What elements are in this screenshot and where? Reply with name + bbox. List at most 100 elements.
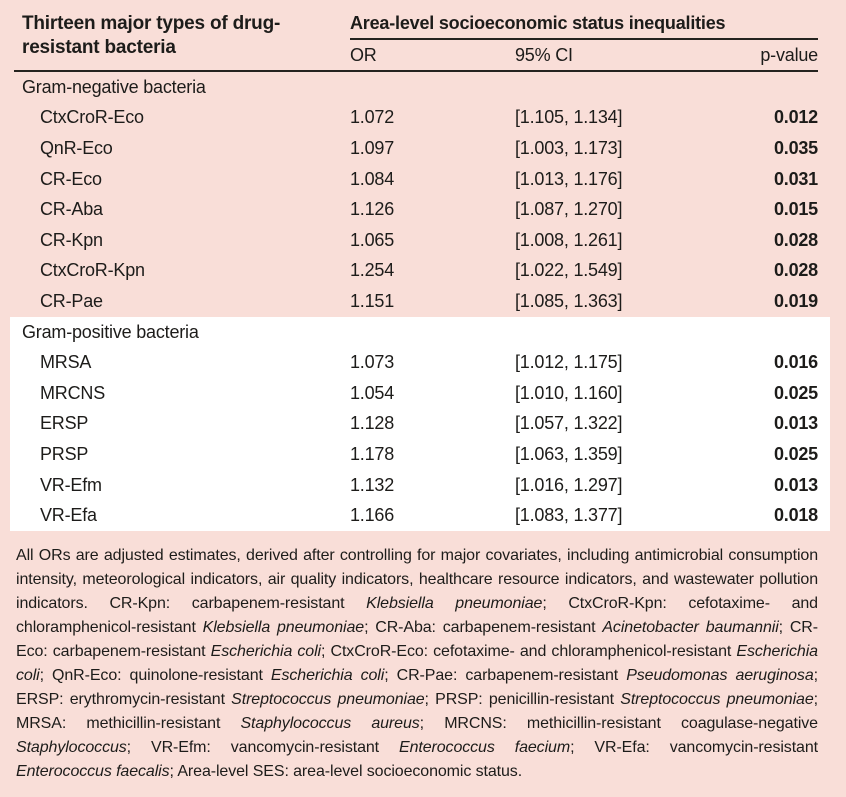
table-row: QnR-Eco 1.097 [1.003, 1.173] 0.035	[14, 133, 818, 164]
footnote-text: ; ERSP: erythromycin-resistant	[16, 666, 818, 708]
header-body-divider	[14, 70, 818, 72]
group-header-divider	[350, 38, 818, 40]
footnote-species-name: Enterococcus faecalis	[16, 762, 170, 780]
footnote-text: ; MRCNS: methicillin-resistant coagulase…	[419, 714, 818, 732]
p-value-cell: 0.035	[773, 137, 818, 158]
section-header-row: Gram-negative bacteria	[14, 72, 818, 103]
or-cell: 1.151	[350, 290, 395, 311]
footnote-text: ; PRSP: penicillin-resistant	[424, 690, 621, 708]
p-value-cell: 0.025	[773, 443, 818, 464]
footnote-species-name: Escherichia coli	[270, 666, 385, 684]
ci-cell: [1.008, 1.261]	[515, 229, 623, 250]
column-headers-row: OR 95% CI p-value	[350, 40, 818, 70]
p-value-cell: 0.019	[773, 290, 818, 311]
column-header-ci: 95% CI	[515, 44, 573, 65]
table-header: Thirteen major types of drug-resistant b…	[14, 10, 818, 70]
ci-cell: [1.012, 1.175]	[515, 352, 623, 373]
ci-cell: [1.085, 1.363]	[515, 290, 623, 311]
footnote-species-name: Streptococcus pneumoniae	[620, 690, 814, 708]
table-row: PRSP 1.178 [1.063, 1.359] 0.025	[14, 439, 818, 470]
group-header: Area-level socioeconomic status inequali…	[350, 13, 726, 33]
table-row: CR-Aba 1.126 [1.087, 1.270] 0.015	[14, 194, 818, 225]
section-label: Gram-positive bacteria	[22, 321, 199, 342]
bacteria-name-cell: PRSP	[40, 443, 89, 464]
bacteria-name-cell: CR-Pae	[40, 290, 103, 311]
table-row: MRCNS 1.054 [1.010, 1.160] 0.025	[14, 378, 818, 409]
footnote-species-name: Streptococcus pneumoniae	[231, 690, 425, 708]
row-header-title: Thirteen major types of drug-resistant b…	[22, 13, 281, 58]
footnote-text: ; MRSA: methicillin-resistant	[16, 690, 819, 732]
table-section: Gram-positive bacteria MRSA 1.073 [1.012, 1…	[10, 316, 830, 531]
table-row: VR-Efm 1.132 [1.016, 1.297] 0.013	[14, 470, 818, 501]
p-value-cell: 0.013	[773, 474, 818, 495]
bacteria-name-cell: CR-Eco	[40, 168, 102, 189]
column-header-or: OR	[350, 44, 377, 65]
ci-cell: [1.003, 1.173]	[515, 137, 623, 158]
group-header-block: Area-level socioeconomic status inequali…	[350, 10, 818, 70]
ci-cell: [1.022, 1.549]	[515, 260, 623, 281]
table-row: VR-Efa 1.166 [1.083, 1.377] 0.018	[14, 500, 818, 531]
or-cell: 1.097	[350, 137, 395, 158]
bacteria-name-cell: CtxCroR-Eco	[40, 107, 144, 128]
or-cell: 1.178	[350, 443, 395, 464]
table-row: CR-Pae 1.151 [1.085, 1.363] 0.019	[14, 286, 818, 317]
ci-cell: [1.087, 1.270]	[515, 199, 623, 220]
p-value-cell: 0.015	[773, 199, 818, 220]
footnote-species-name: Enterococcus faecium	[399, 738, 571, 756]
or-cell: 1.166	[350, 505, 395, 526]
section-header-row: Gram-positive bacteria	[14, 317, 818, 348]
section-label: Gram-negative bacteria	[22, 76, 206, 97]
bacteria-name-cell: CR-Aba	[40, 199, 103, 220]
footnote-text: ; CR-Eco: carbapenem-resistant	[16, 618, 818, 660]
column-header-pvalue: p-value	[760, 44, 818, 65]
footnote-text: ; CR-Pae: carbapenem-resistant	[384, 666, 627, 684]
bacteria-name-cell: MRSA	[40, 352, 92, 373]
table-footnote: All ORs are adjusted estimates, derived …	[14, 544, 818, 784]
ci-cell: [1.063, 1.359]	[515, 443, 623, 464]
footnote-text: ; VR-Efm: vancomycin-resistant	[126, 738, 400, 756]
table-row: CR-Eco 1.084 [1.013, 1.176] 0.031	[14, 164, 818, 195]
footnote-species-name: Escherichia coli	[210, 642, 322, 660]
table-row: MRSA 1.073 [1.012, 1.175] 0.016	[14, 347, 818, 378]
footnote-text: ; Area-level SES: area-level socioeconom…	[169, 762, 523, 780]
footnote-species-name: Escherichia coli	[16, 642, 818, 684]
or-cell: 1.132	[350, 474, 395, 495]
ci-cell: [1.016, 1.297]	[515, 474, 623, 495]
footnote-text: ; CtxCroR-Eco: cefotaxime- and chloramph…	[321, 642, 737, 660]
p-value-cell: 0.028	[773, 260, 818, 281]
footnote-text: All ORs are adjusted estimates, derived …	[16, 546, 818, 612]
ci-cell: [1.013, 1.176]	[515, 168, 623, 189]
p-value-cell: 0.013	[773, 413, 818, 434]
ci-cell: [1.083, 1.377]	[515, 505, 623, 526]
or-cell: 1.072	[350, 107, 395, 128]
or-cell: 1.084	[350, 168, 395, 189]
bacteria-name-cell: VR-Efa	[40, 505, 97, 526]
bacteria-name-cell: CtxCroR-Kpn	[40, 260, 145, 281]
bacteria-name-cell: QnR-Eco	[40, 137, 113, 158]
p-value-cell: 0.012	[773, 107, 818, 128]
footnote-species-name: Pseudomonas aeruginosa	[626, 666, 814, 684]
footnote-species-name: Klebsiella pneumoniae	[202, 618, 365, 636]
ci-cell: [1.105, 1.134]	[515, 107, 623, 128]
bacteria-name-cell: MRCNS	[40, 382, 105, 403]
bacteria-name-cell: VR-Efm	[40, 474, 102, 495]
ci-cell: [1.010, 1.160]	[515, 382, 623, 403]
footnote-species-name: Acinetobacter baumannii	[602, 618, 779, 636]
footnote-species-name: Staphylococcus aureus	[240, 714, 420, 732]
p-value-cell: 0.031	[773, 168, 818, 189]
footnote-text: ; CR-Aba: carbapenem-resistant	[364, 618, 603, 636]
table-row: ERSP 1.128 [1.057, 1.322] 0.013	[14, 409, 818, 440]
footnote-text: ; QnR-Eco: quinolone-resistant	[39, 666, 271, 684]
or-cell: 1.065	[350, 229, 395, 250]
p-value-cell: 0.018	[773, 505, 818, 526]
table-row: CtxCroR-Kpn 1.254 [1.022, 1.549] 0.028	[14, 256, 818, 287]
bacteria-name-cell: CR-Kpn	[40, 229, 103, 250]
footnote-species-name: Staphylococcus	[16, 738, 127, 756]
ci-cell: [1.057, 1.322]	[515, 413, 623, 434]
or-cell: 1.054	[350, 382, 395, 403]
or-cell: 1.254	[350, 260, 395, 281]
p-value-cell: 0.016	[773, 352, 818, 373]
footnote-text: ; VR-Efa: vancomycin-resistant	[570, 738, 818, 756]
p-value-cell: 0.025	[773, 382, 818, 403]
or-cell: 1.073	[350, 352, 395, 373]
